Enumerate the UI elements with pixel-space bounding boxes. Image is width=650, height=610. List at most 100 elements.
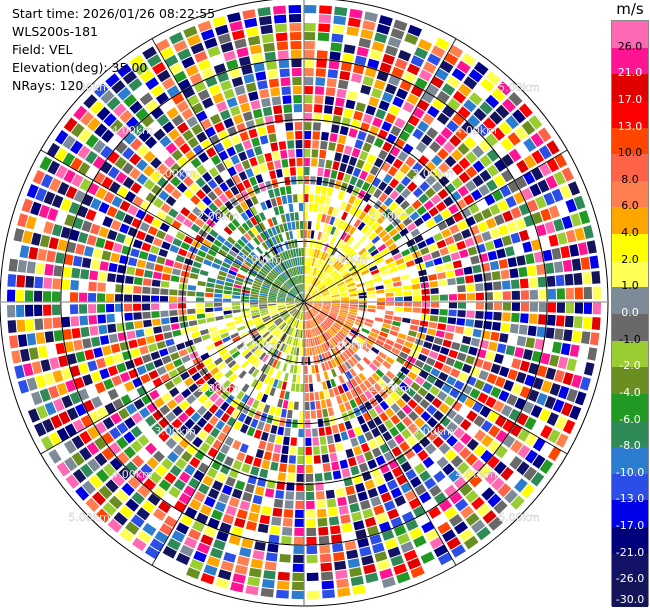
velocity-gate bbox=[356, 282, 365, 288]
velocity-gate bbox=[330, 236, 336, 245]
velocity-gate bbox=[319, 222, 325, 232]
velocity-gate bbox=[383, 173, 393, 184]
velocity-gate bbox=[336, 209, 344, 219]
velocity-gate bbox=[574, 302, 584, 314]
velocity-gate bbox=[504, 489, 518, 504]
velocity-gate bbox=[243, 316, 252, 322]
velocity-gate bbox=[367, 335, 377, 342]
velocity-gate bbox=[135, 107, 149, 121]
velocity-gate bbox=[397, 263, 407, 271]
velocity-gate bbox=[481, 208, 493, 220]
velocity-gate bbox=[322, 275, 330, 282]
velocity-gate bbox=[393, 206, 404, 216]
velocity-gate bbox=[241, 222, 250, 232]
velocity-gate bbox=[8, 258, 19, 272]
velocity-gate bbox=[189, 272, 199, 280]
velocity-gate bbox=[401, 428, 412, 440]
velocity-gate bbox=[240, 423, 249, 434]
velocity-gate bbox=[319, 149, 327, 159]
velocity-gate bbox=[268, 133, 277, 143]
velocity-gate bbox=[425, 187, 436, 199]
velocity-gate bbox=[74, 403, 87, 417]
velocity-gate bbox=[168, 128, 180, 141]
velocity-gate bbox=[115, 489, 129, 503]
velocity-gate bbox=[26, 333, 37, 346]
velocity-gate bbox=[313, 306, 321, 310]
velocity-gate bbox=[243, 232, 252, 242]
velocity-gate bbox=[225, 476, 236, 487]
velocity-gate bbox=[411, 365, 421, 375]
velocity-gate bbox=[145, 442, 157, 455]
velocity-gate bbox=[257, 80, 268, 90]
velocity-gate bbox=[201, 264, 211, 272]
velocity-gate bbox=[560, 343, 571, 356]
velocity-gate bbox=[289, 327, 294, 336]
velocity-gate bbox=[82, 374, 93, 386]
velocity-gate bbox=[341, 270, 349, 277]
velocity-gate bbox=[359, 170, 368, 181]
velocity-gate bbox=[253, 359, 262, 368]
velocity-gate bbox=[250, 503, 261, 514]
velocity-gate bbox=[52, 370, 64, 383]
velocity-gate bbox=[514, 347, 525, 358]
velocity-gate bbox=[339, 268, 348, 275]
velocity-gate bbox=[287, 269, 293, 278]
velocity-gate bbox=[451, 113, 465, 126]
velocity-gate bbox=[251, 332, 260, 339]
velocity-gate bbox=[356, 415, 366, 425]
velocity-gate bbox=[208, 202, 218, 213]
velocity-gate bbox=[277, 303, 286, 305]
velocity-gate bbox=[277, 295, 286, 298]
velocity-gate bbox=[277, 50, 289, 60]
velocity-gate bbox=[236, 451, 246, 462]
velocity-gate bbox=[329, 245, 335, 255]
velocity-gate bbox=[217, 361, 227, 370]
velocity-gate bbox=[347, 316, 356, 321]
velocity-gate bbox=[164, 472, 177, 484]
velocity-gate bbox=[144, 136, 158, 149]
velocity-gate bbox=[141, 500, 156, 514]
velocity-gate bbox=[425, 443, 437, 455]
velocity-gate bbox=[419, 491, 432, 504]
velocity-gate bbox=[83, 246, 94, 257]
velocity-gate bbox=[187, 303, 196, 309]
velocity-gate bbox=[142, 46, 157, 60]
velocity-gate bbox=[294, 518, 304, 527]
velocity-gate bbox=[24, 290, 34, 302]
velocity-gate bbox=[293, 95, 302, 104]
velocity-gate bbox=[375, 285, 384, 290]
velocity-gate bbox=[304, 230, 307, 239]
velocity-gate bbox=[349, 567, 362, 578]
velocity-gate bbox=[152, 377, 163, 388]
velocity-gate bbox=[469, 388, 481, 400]
velocity-gate bbox=[319, 553, 332, 563]
velocity-gate bbox=[170, 275, 180, 283]
velocity-gate bbox=[269, 310, 278, 315]
velocity-gate bbox=[167, 451, 179, 463]
velocity-gate bbox=[234, 564, 248, 575]
velocity-gate bbox=[248, 512, 259, 523]
velocity-gate bbox=[119, 200, 131, 212]
velocity-gate bbox=[400, 482, 412, 494]
velocity-gate bbox=[259, 293, 268, 297]
colorbar-swatch bbox=[612, 393, 648, 422]
velocity-gate bbox=[138, 448, 151, 462]
velocity-gate bbox=[142, 522, 157, 536]
velocity-gate bbox=[189, 170, 201, 181]
velocity-gate bbox=[368, 207, 377, 217]
velocity-gate bbox=[444, 155, 457, 168]
velocity-gate bbox=[368, 350, 377, 358]
velocity-gate bbox=[259, 135, 269, 145]
velocity-gate bbox=[314, 302, 322, 304]
velocity-gate bbox=[385, 407, 395, 418]
velocity-gate bbox=[151, 423, 163, 435]
velocity-gate bbox=[479, 169, 492, 182]
velocity-gate bbox=[250, 251, 259, 260]
velocity-gate bbox=[347, 494, 358, 504]
velocity-gate bbox=[50, 414, 63, 429]
velocity-gate bbox=[10, 243, 21, 257]
velocity-gate bbox=[178, 412, 189, 423]
velocity-gate bbox=[427, 328, 436, 336]
velocity-gate bbox=[457, 461, 470, 475]
velocity-gate bbox=[515, 218, 526, 230]
